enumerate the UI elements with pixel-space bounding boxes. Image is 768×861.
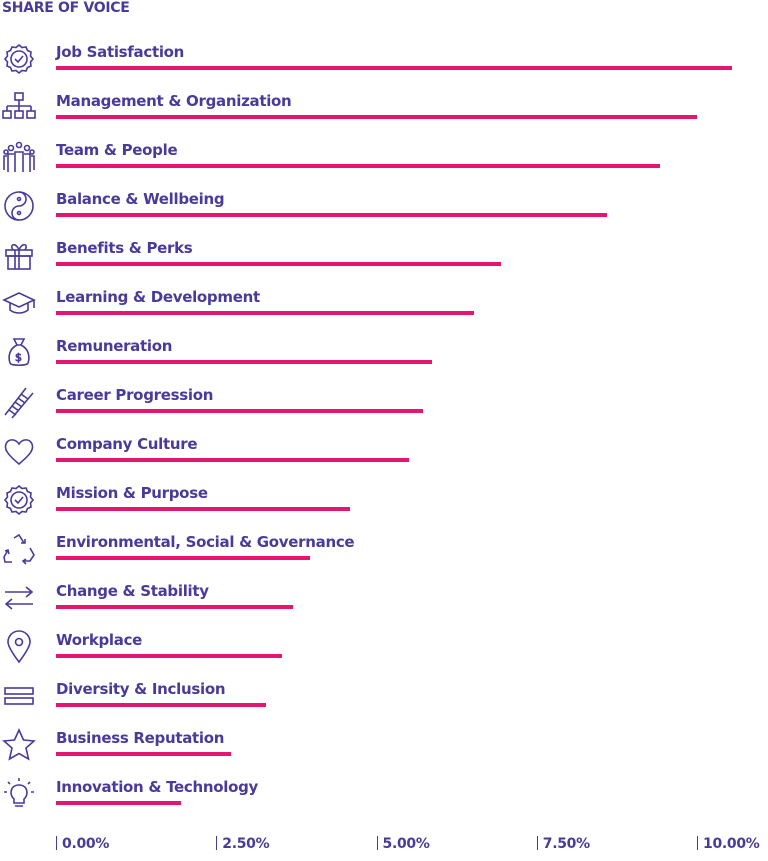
bar-label: Workplace: [56, 631, 143, 649]
bar-row: Career Progression: [0, 386, 768, 444]
bar: [56, 262, 501, 266]
badge-check-icon: [2, 483, 36, 517]
yin-yang-icon: [2, 189, 36, 223]
bar-label: Change & Stability: [56, 582, 209, 600]
bar-row: Balance & Wellbeing: [0, 190, 768, 248]
bar-label: Business Reputation: [56, 729, 225, 747]
bar-label: Career Progression: [56, 386, 214, 404]
bar: [56, 360, 432, 364]
money-bag-icon: $: [2, 336, 36, 370]
bar-label: Team & People: [56, 141, 178, 159]
x-tick: [697, 836, 698, 850]
bar-label: Mission & Purpose: [56, 484, 208, 502]
gift-icon: [2, 238, 36, 272]
bar-label: Learning & Development: [56, 288, 260, 306]
map-pin-icon: [2, 630, 36, 664]
x-tick: [216, 836, 218, 850]
lightbulb-icon: [2, 777, 36, 811]
bar: [56, 164, 660, 168]
x-tick-label: 2.50%: [222, 836, 270, 852]
bar: [56, 556, 311, 560]
bar-label: Remuneration: [56, 337, 173, 355]
bar-row: Diversity & Inclusion: [0, 680, 768, 738]
bar: [56, 801, 181, 805]
bar-row: Workplace: [0, 630, 768, 689]
bar: [56, 703, 266, 707]
x-tick-label: 5.00%: [382, 836, 430, 852]
bar: [56, 213, 607, 217]
x-tick: [536, 836, 538, 850]
graduation-cap-icon: [2, 287, 36, 321]
bar-row: Environmental, Social & Governance: [0, 533, 768, 591]
bar-label: Benefits & Perks: [56, 239, 193, 257]
bar-row: Mission & Purpose: [0, 484, 768, 542]
x-tick-label: 10.00%: [703, 836, 760, 852]
bar: [56, 752, 231, 756]
people-icon: [2, 140, 36, 174]
bar: [56, 654, 282, 658]
bar: [56, 66, 733, 70]
x-tick-label: 7.50%: [542, 836, 590, 852]
ladder-icon: [2, 385, 36, 419]
bar-label: Environmental, Social & Governance: [56, 533, 355, 551]
star-icon: [2, 728, 36, 762]
bar: [56, 507, 351, 511]
bar-label: Balance & Wellbeing: [56, 190, 225, 208]
chart-title: SHARE OF VOICE: [2, 0, 130, 16]
bar-label: Diversity & Inclusion: [56, 680, 226, 698]
org-chart-icon: [2, 91, 36, 125]
bar-row: Benefits & Perks: [0, 239, 768, 297]
bar-row: Job Satisfaction: [0, 43, 768, 101]
bar: [56, 409, 424, 413]
equals-icon: [2, 679, 36, 713]
bar: [56, 311, 474, 315]
bar-label: Management & Organization: [56, 92, 292, 110]
bar-row: Learning & Development: [0, 288, 768, 346]
bar-row: Business Reputation: [0, 728, 768, 787]
recycle-icon: [2, 532, 36, 566]
bar-row: Team & People: [0, 141, 768, 199]
x-tick-label: 0.00%: [62, 836, 110, 852]
bar-label: Job Satisfaction: [56, 43, 185, 61]
bar-row: Change & Stability: [0, 582, 768, 640]
bar-row: $ Remuneration: [0, 337, 768, 395]
badge-check-icon: [2, 42, 36, 76]
bar-label: Company Culture: [56, 435, 198, 453]
x-tick: [56, 836, 57, 850]
bar-row: Company Culture: [0, 435, 768, 493]
arrows-exchange-icon: [2, 581, 36, 615]
bar: [56, 458, 409, 462]
bar-row: Innovation & Technology: [0, 778, 768, 836]
bar: [56, 605, 294, 609]
heart-icon: [2, 434, 36, 468]
bar-label: Innovation & Technology: [56, 778, 258, 796]
svg-text:$: $: [15, 351, 22, 364]
bar: [56, 115, 697, 119]
x-tick: [376, 836, 378, 850]
bar-row: Management & Organization: [0, 92, 768, 150]
